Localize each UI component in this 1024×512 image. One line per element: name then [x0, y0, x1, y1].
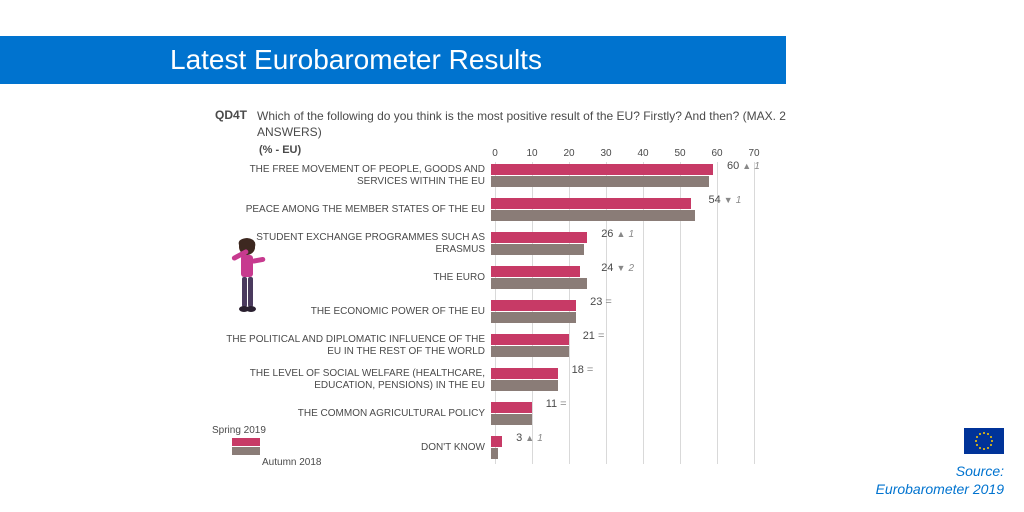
- source-line2: Eurobarometer 2019: [876, 480, 1004, 498]
- legend-b-label: Autumn 2018: [262, 457, 322, 468]
- question-code: QD4T: [215, 108, 247, 122]
- axis-tick: 30: [600, 148, 611, 159]
- bar-pair: [491, 333, 569, 359]
- value-label: 18 =: [572, 364, 594, 376]
- axis-tick: 0: [492, 148, 498, 159]
- header-bar: Latest Eurobarometer Results: [0, 36, 786, 84]
- bar-row: THE LEVEL OF SOCIAL WELFARE (HEALTHCARE,…: [215, 364, 805, 395]
- bar-pair: [491, 265, 587, 291]
- bar-label: THE LEVEL OF SOCIAL WELFARE (HEALTHCARE,…: [215, 368, 491, 391]
- bar-row: STUDENT EXCHANGE PROGRAMMES SUCH AS ERAS…: [215, 228, 805, 259]
- legend-a-label: Spring 2019: [212, 425, 266, 436]
- bar-series-b: [491, 380, 558, 391]
- eu-flag-icon: [964, 428, 1004, 454]
- bar-series-a: [491, 402, 532, 413]
- axis-tick: 70: [748, 148, 759, 159]
- legend-item-a: Spring 2019: [212, 425, 322, 436]
- legend: Spring 2019 Autumn 2018: [212, 425, 322, 468]
- value-label: 54 ▼ 1: [709, 194, 742, 206]
- bar-series-a: [491, 334, 569, 345]
- bar-series-b: [491, 244, 584, 255]
- bar-row: THE POLITICAL AND DIPLOMATIC INFLUENCE O…: [215, 330, 805, 361]
- bar-series-b: [491, 278, 587, 289]
- bar-row: THE EURO24 ▼ 2: [215, 262, 805, 293]
- person-illustration-icon: [225, 235, 275, 315]
- bar-pair: [491, 299, 576, 325]
- bar-row: THE FREE MOVEMENT OF PEOPLE, GOODS AND S…: [215, 160, 805, 191]
- bar-pair: [491, 163, 713, 189]
- bar-series-b: [491, 312, 576, 323]
- axis-tick: 20: [563, 148, 574, 159]
- axis-tick: 50: [674, 148, 685, 159]
- bar-label: THE FREE MOVEMENT OF PEOPLE, GOODS AND S…: [215, 164, 491, 187]
- value-label: 11 =: [546, 398, 567, 410]
- bar-pair: [491, 367, 558, 393]
- value-label: 21 =: [583, 330, 605, 342]
- bar-series-a: [491, 198, 691, 209]
- bar-pair: [491, 401, 532, 427]
- axis-tick: 60: [711, 148, 722, 159]
- bar-series-b: [491, 176, 709, 187]
- bar-row: THE ECONOMIC POWER OF THE EU23 =: [215, 296, 805, 327]
- bar-row: PEACE AMONG THE MEMBER STATES OF THE EU 5…: [215, 194, 805, 225]
- bar-series-a: [491, 436, 502, 447]
- bar-series-b: [491, 210, 695, 221]
- value-label: 60 ▲ 1: [727, 160, 760, 172]
- bar-rows: THE FREE MOVEMENT OF PEOPLE, GOODS AND S…: [215, 160, 805, 463]
- question-text: Which of the following do you think is t…: [257, 108, 805, 140]
- bar-label: PEACE AMONG THE MEMBER STATES OF THE EU: [215, 204, 491, 216]
- value-label: 3 ▲ 1: [516, 432, 543, 444]
- legend-swatch-b: [232, 447, 260, 455]
- value-label: 23 =: [590, 296, 612, 308]
- bar-label: THE POLITICAL AND DIPLOMATIC INFLUENCE O…: [215, 334, 491, 357]
- question-row: QD4T Which of the following do you think…: [215, 108, 805, 140]
- footer: Source: Eurobarometer 2019: [876, 428, 1004, 498]
- value-label: 24 ▼ 2: [601, 262, 634, 274]
- page-title: Latest Eurobarometer Results: [170, 44, 542, 76]
- bar-pair: [491, 435, 502, 461]
- source-line1: Source:: [876, 462, 1004, 480]
- bar-series-a: [491, 232, 587, 243]
- bar-series-a: [491, 266, 580, 277]
- legend-item-b: Autumn 2018: [262, 457, 322, 468]
- bar-series-b: [491, 346, 569, 357]
- axis-tick: 40: [637, 148, 648, 159]
- bar-series-a: [491, 164, 713, 175]
- legend-swatch-a: [232, 438, 260, 446]
- bar-pair: [491, 197, 695, 223]
- bar-series-a: [491, 368, 558, 379]
- value-label: 26 ▲ 1: [601, 228, 634, 240]
- bar-chart: 010203040506070 THE FREE MOVEMENT OF PEO…: [215, 160, 805, 463]
- axis-tick: 10: [526, 148, 537, 159]
- bar-label: THE COMMON AGRICULTURAL POLICY: [215, 408, 491, 420]
- bar-pair: [491, 231, 587, 257]
- bar-series-b: [491, 448, 498, 459]
- bar-series-b: [491, 414, 532, 425]
- chart-area: QD4T Which of the following do you think…: [215, 108, 805, 466]
- bar-series-a: [491, 300, 576, 311]
